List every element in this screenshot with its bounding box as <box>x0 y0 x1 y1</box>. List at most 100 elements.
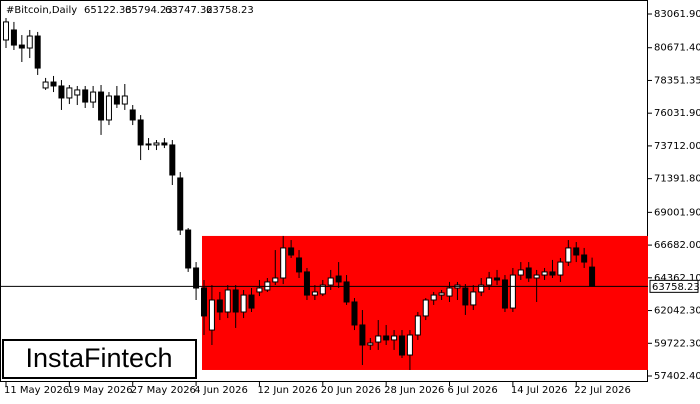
candle-body <box>34 35 41 69</box>
candle-body <box>50 81 57 87</box>
candle-body <box>232 289 239 313</box>
candle-body <box>375 335 382 343</box>
x-tick-label: 4 Jun 2026 <box>194 385 248 396</box>
candle-body <box>185 229 192 269</box>
candle-body <box>494 277 501 281</box>
candle-body <box>327 277 334 286</box>
candle-body <box>177 177 184 231</box>
candle-body <box>573 247 580 256</box>
candle-body <box>169 144 176 176</box>
candle-body <box>121 95 128 105</box>
candle-body <box>446 287 453 297</box>
candle-body <box>391 335 398 341</box>
candle-body <box>18 44 25 49</box>
candle-body <box>422 299 429 317</box>
candle-body <box>414 315 421 336</box>
candle-body <box>240 294 247 313</box>
y-tick-label: 83061.90 <box>654 9 700 20</box>
y-tick-label: 78351.35 <box>654 75 700 86</box>
candle-body <box>224 289 231 313</box>
candle-body <box>359 324 366 346</box>
candle-body <box>42 81 49 89</box>
candle-body <box>406 334 413 356</box>
candle-body <box>399 335 405 356</box>
candle-body <box>303 271 310 296</box>
candle-body <box>589 266 596 287</box>
candle-body <box>296 257 303 273</box>
price-label-box <box>649 279 699 293</box>
candle-body <box>90 91 97 103</box>
candle-body <box>288 247 295 256</box>
x-tick-label: 28 Jun 2026 <box>384 385 444 396</box>
candle-body <box>319 284 326 295</box>
candle-body <box>137 119 144 146</box>
y-tick-label: 64362.10 <box>654 273 700 284</box>
y-tick-label: 76031.90 <box>654 108 700 119</box>
candle-body <box>478 284 485 293</box>
y-tick-label: 80671.40 <box>654 43 700 54</box>
x-tick-label: 19 May 2026 <box>67 385 132 396</box>
candle-body <box>470 291 477 306</box>
candle-body <box>208 299 215 331</box>
x-tick-label: 20 Jun 2026 <box>321 385 381 396</box>
candle-body <box>201 287 207 317</box>
candle-body <box>430 294 437 301</box>
candle-body <box>66 87 73 99</box>
candle-body <box>58 85 65 99</box>
y-tick-label: 69001.90 <box>654 207 700 218</box>
candle-body <box>486 277 493 286</box>
candle-body <box>557 261 564 276</box>
price-label: 63758.23 <box>652 282 700 293</box>
candle-body <box>280 247 287 279</box>
x-tick-label: 11 May 2026 <box>4 385 69 396</box>
candle-body <box>105 95 112 121</box>
ohlc-high: 65794.23 <box>125 5 173 16</box>
x-tick-label: 12 Jun 2026 <box>257 385 317 396</box>
candle-body <box>335 275 342 283</box>
candle-body <box>343 281 350 303</box>
candle-body <box>581 254 588 263</box>
candle-body <box>517 269 524 276</box>
x-tick-label: 6 Jul 2026 <box>448 385 498 396</box>
candle-body <box>383 335 390 341</box>
ohlc-open: 65122.33 <box>84 5 132 16</box>
ohlc-close: 63758.23 <box>206 5 254 16</box>
logo-box <box>2 339 197 379</box>
x-tick-label: 27 May 2026 <box>131 385 196 396</box>
candle-body <box>541 271 548 276</box>
y-tick-label: 73712.00 <box>654 141 700 152</box>
candle-body <box>509 274 516 309</box>
candle-body <box>74 89 81 96</box>
candle-body <box>113 95 120 105</box>
y-tick-label: 71391.80 <box>654 174 700 185</box>
y-tick-label: 59722.30 <box>654 338 700 349</box>
candle-body <box>272 277 279 283</box>
candle-body <box>161 142 168 146</box>
candle-body <box>10 29 17 46</box>
candle-body <box>533 274 540 279</box>
candle-body <box>153 142 160 146</box>
candle-body <box>145 143 152 146</box>
candle-body <box>462 287 469 306</box>
candle-body <box>129 109 136 121</box>
candle-body <box>248 294 255 309</box>
y-tick-label: 62042.30 <box>654 306 700 317</box>
candle-body <box>26 35 33 49</box>
candle-body <box>367 342 374 346</box>
candle-body <box>501 279 508 309</box>
candle-body <box>525 267 532 279</box>
ohlc-low: 63747.32 <box>165 5 213 16</box>
chart-title: #Bitcoin,Daily <box>6 5 77 16</box>
y-tick-label: 66682.00 <box>654 240 700 251</box>
candle-body <box>82 89 89 103</box>
candle-body <box>193 267 200 289</box>
candle-body <box>549 271 556 276</box>
y-tick-label: 57402.40 <box>654 371 700 382</box>
candle-body <box>351 301 358 326</box>
x-tick-label: 14 Jul 2026 <box>511 385 568 396</box>
logo: InstaFintech <box>25 343 172 373</box>
candle-body <box>256 287 263 293</box>
candle-body <box>98 91 105 121</box>
candle-body <box>565 247 572 263</box>
